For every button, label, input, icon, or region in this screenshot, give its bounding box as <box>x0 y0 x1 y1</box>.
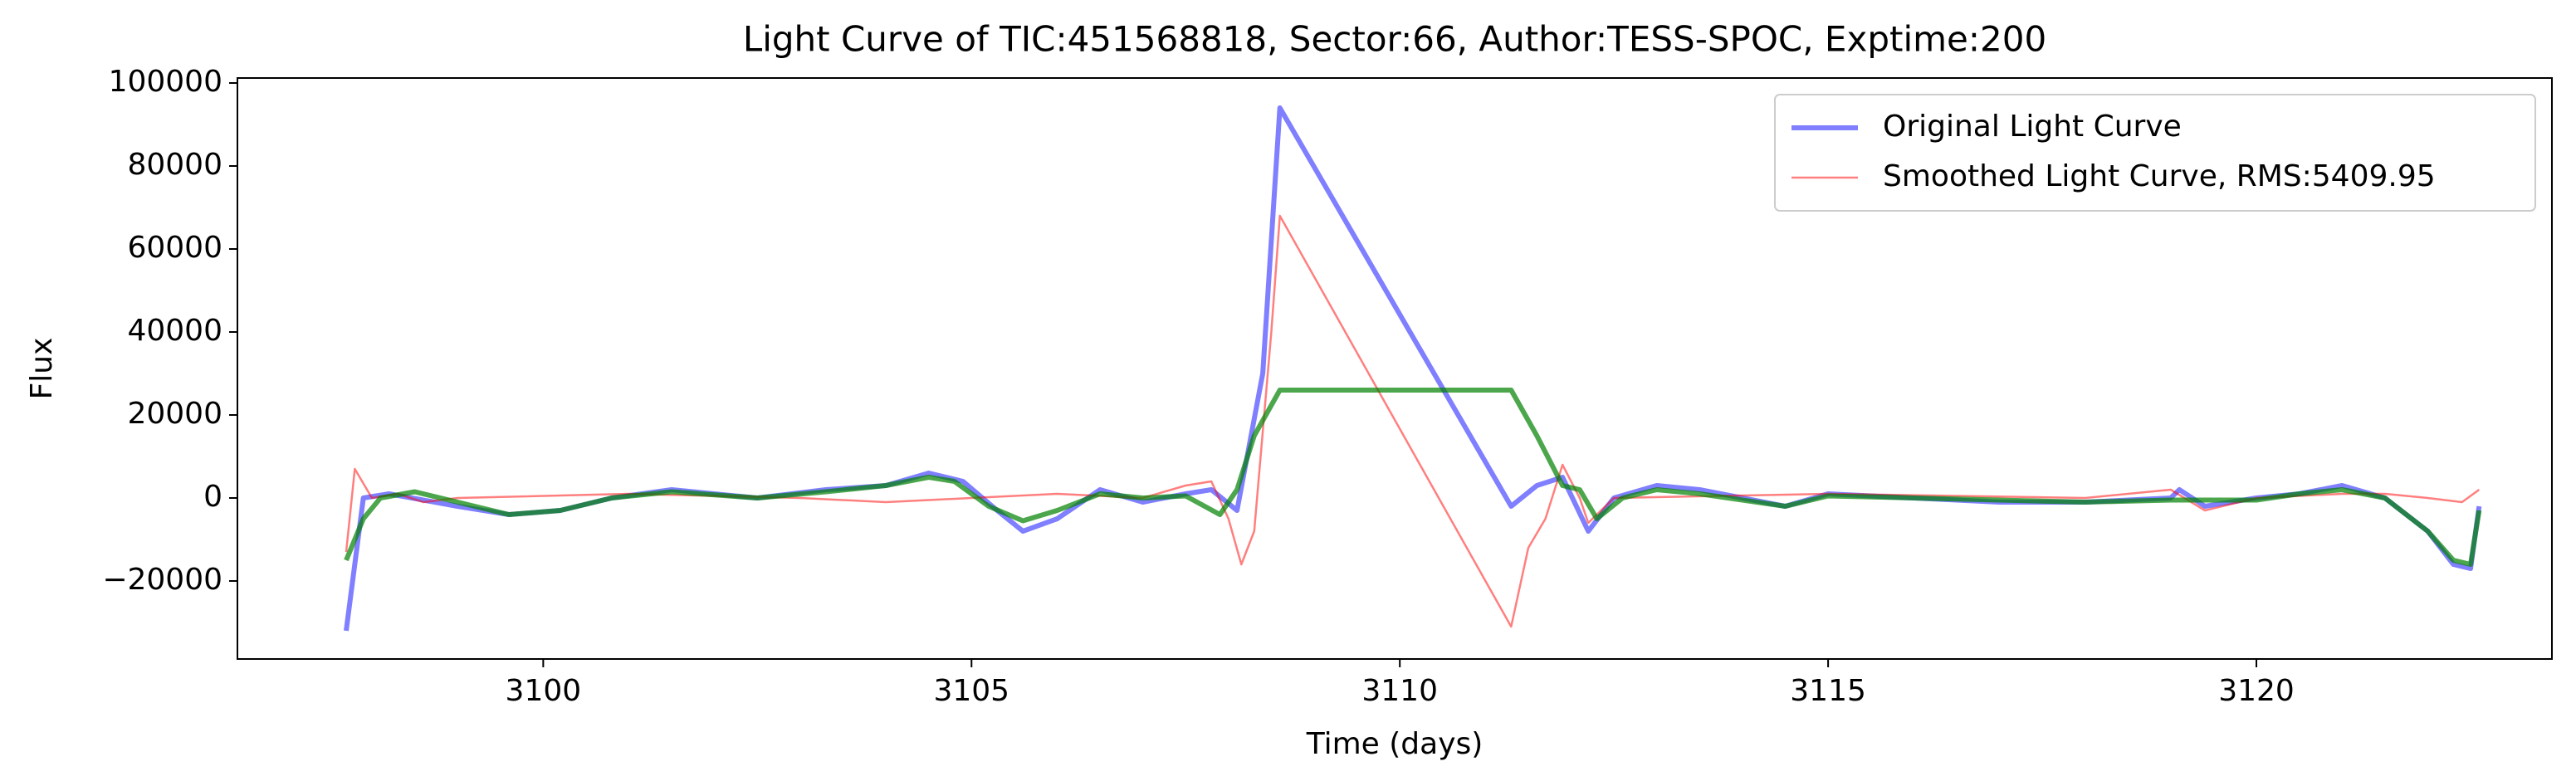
y-axis-label: Flux <box>25 338 59 400</box>
y-tick-label: 20000 <box>127 397 222 431</box>
chart-title: Light Curve of TIC:451568818, Sector:66,… <box>743 19 2046 60</box>
x-axis-label: Time (days) <box>1306 727 1484 761</box>
legend-label: Smoothed Light Curve, RMS:5409.95 <box>1883 159 2436 193</box>
plot-frame <box>237 77 2553 660</box>
y-tick-label: 100000 <box>109 65 222 99</box>
x-tick-label: 3100 <box>506 674 582 708</box>
x-tick-label: 3110 <box>1361 674 1438 708</box>
x-tick-label: 3115 <box>1790 674 1866 708</box>
y-tick-label: 80000 <box>127 148 222 182</box>
y-tick-label: −20000 <box>102 563 222 597</box>
series-line <box>345 214 2481 628</box>
legend-box <box>1774 94 2536 212</box>
x-tick-label: 3105 <box>933 674 1009 708</box>
x-tick-label: 3120 <box>2218 674 2295 708</box>
y-tick-label: 40000 <box>127 314 222 348</box>
y-tick-label: 60000 <box>127 231 222 265</box>
y-tick-label: 0 <box>203 480 222 514</box>
legend-label: Original Light Curve <box>1883 110 2182 144</box>
series-line <box>344 388 2482 567</box>
